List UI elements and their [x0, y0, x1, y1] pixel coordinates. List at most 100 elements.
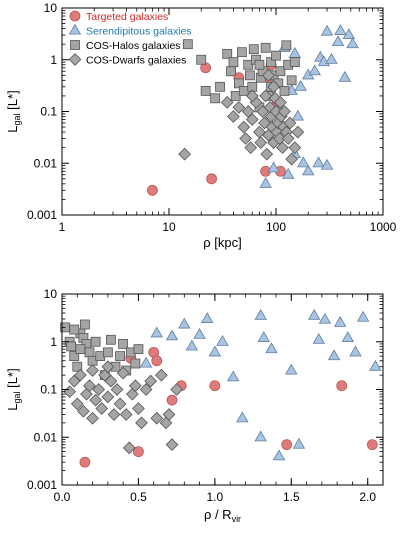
serendipitous-galaxies-point — [325, 52, 338, 64]
cos-dwarfs-galaxies-point — [227, 110, 240, 123]
cos-halos-galaxies-point — [254, 59, 265, 70]
cos-dwarfs-galaxies-point — [113, 397, 127, 411]
cos-halos-galaxies-point — [69, 324, 80, 335]
legend-cos-dwarfs-galaxies-label: COS-Dwarfs galaxies — [86, 55, 186, 67]
serendipitous-galaxies-point — [292, 437, 306, 449]
cos-halos-galaxies-point — [226, 66, 236, 77]
cos-dwarfs-galaxies-point — [132, 402, 145, 415]
y-label-main: L — [5, 125, 20, 132]
cos-halos-galaxies-point — [72, 361, 83, 372]
cos-halos-galaxies-point — [200, 86, 211, 96]
cos-halos-galaxies-point — [230, 91, 241, 101]
cos-halos-galaxies-point — [286, 75, 297, 86]
top-panel-marks — [147, 24, 359, 196]
serendipitous-galaxies-point — [178, 317, 191, 329]
cos-dwarfs-galaxies-point — [281, 132, 295, 145]
cos-halos-galaxies-point — [279, 86, 290, 96]
legend-cos-halos-galaxies-label: COS-Halos galaxies — [86, 40, 181, 52]
top-panel-x-axis-label: ρ [kpc] — [203, 235, 241, 250]
cos-dwarfs-galaxies-point — [278, 105, 291, 118]
cos-dwarfs-galaxies-point — [83, 379, 96, 393]
cos-halos-galaxies-point — [236, 47, 247, 58]
serendipitous-galaxies-point — [333, 315, 347, 327]
legend-serendipitous-galaxies-label: Serendipitous galaxies — [86, 26, 192, 38]
y-tick-label: 0.001 — [27, 478, 57, 492]
cos-halos-galaxies-point — [80, 319, 90, 330]
serendipitous-galaxies-point — [349, 345, 362, 357]
serendipitous-galaxies-point — [208, 345, 222, 357]
cos-dwarfs-galaxies-point — [170, 383, 184, 396]
y-label-sub: gal — [12, 113, 22, 125]
serendipitous-galaxies-point — [308, 64, 321, 76]
serendipitous-galaxies-point — [281, 167, 295, 179]
cos-halos-galaxies-point — [118, 339, 129, 349]
cos-dwarfs-galaxies-point — [122, 441, 136, 455]
cos-dwarfs-galaxies-point — [150, 411, 164, 425]
cos-dwarfs-galaxies-point — [276, 141, 289, 155]
cos-halos-galaxies-point — [182, 39, 193, 50]
serendipitous-galaxies-point — [226, 370, 240, 382]
targeted-galaxies-point — [166, 394, 178, 406]
targeted-galaxies-point — [336, 380, 348, 392]
legend-cos-halos-galaxies-marker — [70, 40, 80, 50]
cos-dwarfs-galaxies-point — [244, 141, 258, 155]
y-tick-label: 1 — [50, 335, 57, 349]
cos-dwarfs-galaxies-point — [77, 404, 90, 418]
y-tick-label: 0.001 — [27, 208, 57, 222]
y-tick-label: 0.01 — [34, 430, 58, 444]
cos-halos-galaxies-point — [133, 344, 144, 355]
cos-dwarfs-galaxies-point — [135, 416, 148, 430]
legend-serendipitous-galaxies-marker — [68, 23, 82, 35]
serendipitous-galaxies-point — [254, 430, 267, 442]
x-label-main: ρ / R — [204, 507, 232, 522]
cos-dwarfs-galaxies-point — [119, 408, 133, 421]
serendipitous-galaxies-point — [193, 327, 206, 339]
x-tick-label: 10 — [162, 220, 176, 234]
cos-halos-galaxies-point — [215, 81, 225, 92]
cos-halos-galaxies-point — [66, 341, 77, 352]
cos-halos-galaxies-point — [281, 40, 292, 51]
cos-dwarfs-galaxies-point — [159, 416, 173, 430]
targeted-galaxies-point — [79, 456, 91, 468]
cos-halos-galaxies-point — [271, 50, 281, 61]
serendipitous-galaxies-point — [369, 359, 382, 371]
cos-halos-galaxies-point — [196, 54, 207, 65]
cos-dwarfs-galaxies-point — [245, 113, 259, 126]
cos-dwarfs-galaxies-point — [107, 408, 121, 421]
cos-dwarfs-galaxies-point — [86, 364, 99, 377]
cos-dwarfs-galaxies-point — [129, 379, 142, 393]
targeted-galaxies-point — [133, 446, 144, 458]
legend-targeted-galaxies-label: Targeted galaxies — [86, 11, 168, 23]
y-tick-label: 1 — [50, 53, 57, 67]
cos-halos-galaxies-point — [84, 347, 95, 358]
legend: Targeted galaxies Serendipitous galaxies C… — [68, 10, 192, 67]
top-panel-y-axis-label: Lgal [L*] — [5, 90, 22, 132]
serendipitous-galaxies-point — [259, 177, 272, 188]
cos-halos-galaxies-point — [90, 336, 101, 347]
serendipitous-galaxies-point — [346, 37, 359, 49]
cos-halos-galaxies-point — [222, 48, 233, 59]
cos-dwarfs-galaxies-point — [89, 393, 102, 407]
cos-dwarfs-galaxies-point — [259, 89, 272, 103]
serendipitous-galaxies-point — [308, 308, 321, 320]
cos-dwarfs-galaxies-point — [245, 89, 259, 103]
x-tick-label: 0.0 — [54, 490, 71, 504]
cos-dwarfs-galaxies-point — [260, 147, 274, 161]
y-label-main: L — [5, 403, 20, 410]
cos-dwarfs-galaxies-point — [92, 383, 106, 396]
cos-dwarfs-galaxies-point — [116, 366, 130, 380]
serendipitous-galaxies-point — [139, 356, 153, 368]
cos-dwarfs-galaxies-point — [73, 368, 87, 382]
targeted-galaxies-point — [366, 439, 378, 451]
serendipitous-galaxies-point — [267, 161, 280, 173]
serendipitous-galaxies-point — [320, 158, 334, 170]
serendipitous-galaxies-point — [338, 70, 352, 82]
cos-dwarfs-galaxies-point — [274, 96, 287, 109]
cos-halos-galaxies-point — [75, 344, 86, 355]
cos-halos-galaxies-point — [248, 44, 259, 55]
serendipitous-galaxies-point — [265, 342, 278, 354]
serendipitous-galaxies-point — [297, 156, 310, 168]
x-tick-label: 1 — [59, 220, 66, 234]
x-tick-label: 0.5 — [130, 490, 147, 504]
cos-dwarfs-galaxies-point — [262, 68, 275, 82]
